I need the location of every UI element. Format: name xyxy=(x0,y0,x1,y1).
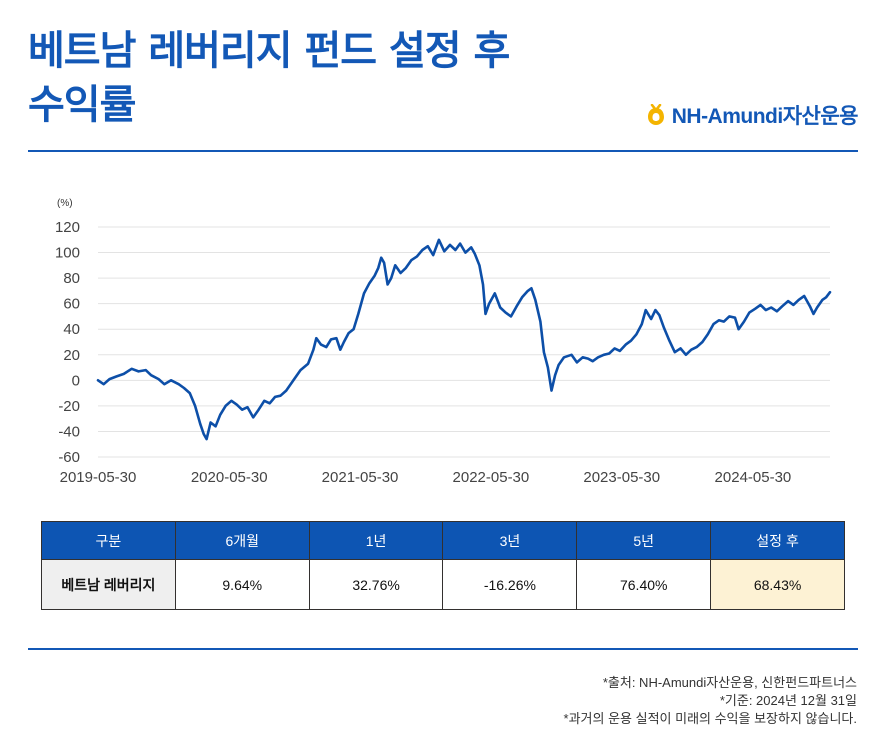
header-category: 구분 xyxy=(41,521,176,560)
grid-layer xyxy=(98,226,830,458)
series-line xyxy=(96,238,832,441)
return-line-chart: -60 -40 -20 0 20 40 60 80 100 120 2019-05-30 2020-0… xyxy=(55,198,832,486)
y-tick-label: 20 xyxy=(63,347,80,364)
note-base-date: *기준: 2024년 12월 31일 xyxy=(719,693,857,708)
series-layer xyxy=(96,238,832,441)
header-5-years: 5년 xyxy=(576,521,712,560)
cell-3-years: -16.26% xyxy=(442,559,578,610)
page-title: 베트남 레버리지 펀드 설정 후 수익률 xyxy=(28,24,668,132)
header-3-years: 3년 xyxy=(442,521,578,560)
y-tick-label: 0 xyxy=(72,372,80,389)
cell-1-year: 32.76% xyxy=(308,559,444,610)
title-line-2: 수익률 xyxy=(28,82,136,128)
nh-logo-icon xyxy=(647,104,664,125)
header-since-inception: 설정 후 xyxy=(710,521,845,560)
title-line-1: 베트남 레버리지 펀드 설정 후 xyxy=(28,28,510,74)
row-fund-name: 베트남 레버리지 xyxy=(41,559,176,610)
cell-since-inception: 68.43% xyxy=(710,559,845,610)
axis-layer: -60 -40 -20 0 20 40 60 80 100 120 2019-05-30 2020-0… xyxy=(55,219,791,486)
x-tick-label: 2023-05-30 xyxy=(583,469,660,486)
y-axis-unit-label: (%) xyxy=(57,198,73,209)
x-tick-label: 2024-05-30 xyxy=(715,469,792,486)
note-source: *출처: NH-Amundi자산운용, 신한펀드파트너스 xyxy=(602,675,857,690)
y-tick-label: 80 xyxy=(63,270,80,287)
note-disclaimer: *과거의 운용 실적이 미래의 수익을 보장하지 않습니다. xyxy=(563,711,857,726)
logo-text: NH-Amundi자산운용 xyxy=(671,105,859,128)
y-tick-label: 60 xyxy=(63,296,80,313)
y-tick-label: 120 xyxy=(55,219,80,236)
header-divider xyxy=(28,150,858,152)
performance-table: 구분 6개월 1년 3년 5년 설정 후 베트남 레버리지 9.64% 32.7… xyxy=(41,521,845,610)
y-tick-label: 100 xyxy=(55,245,80,262)
footer-divider xyxy=(28,648,858,650)
x-tick-label: 2022-05-30 xyxy=(453,469,530,486)
y-tick-label: 40 xyxy=(63,321,80,338)
x-tick-label: 2020-05-30 xyxy=(191,469,268,486)
x-tick-label: 2021-05-30 xyxy=(322,469,399,486)
y-tick-label: -20 xyxy=(58,398,80,415)
header-6-months: 6개월 xyxy=(174,521,310,560)
cell-5-years: 76.40% xyxy=(576,559,712,610)
x-tick-label: 2019-05-30 xyxy=(60,469,137,486)
table-row: 베트남 레버리지 9.64% 32.76% -16.26% 76.40% 68.… xyxy=(41,559,845,610)
cell-6-months: 9.64% xyxy=(174,559,310,610)
table-header-row: 구분 6개월 1년 3년 5년 설정 후 xyxy=(41,521,845,560)
footnotes: *출처: NH-Amundi자산운용, 신한펀드파트너스 *기준: 2024년 … xyxy=(564,674,857,728)
y-tick-label: -60 xyxy=(58,449,80,466)
company-logo: NH-Amundi자산운용 xyxy=(646,100,859,130)
y-tick-label: -40 xyxy=(58,423,80,440)
header-1-year: 1년 xyxy=(308,521,444,560)
